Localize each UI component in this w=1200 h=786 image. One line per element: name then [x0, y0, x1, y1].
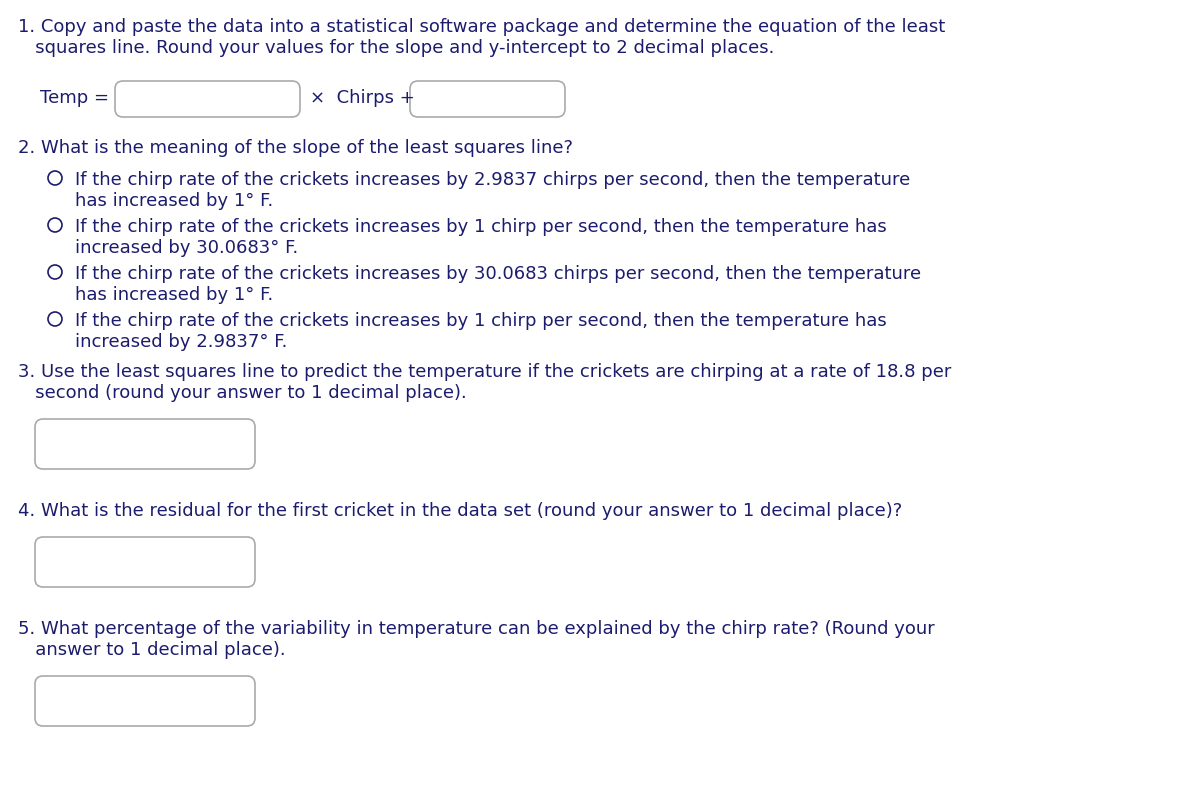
Text: Temp =: Temp = — [40, 89, 109, 107]
Text: 1. Copy and paste the data into a statistical software package and determine the: 1. Copy and paste the data into a statis… — [18, 18, 946, 36]
Text: 2. What is the meaning of the slope of the least squares line?: 2. What is the meaning of the slope of t… — [18, 139, 574, 157]
Text: If the chirp rate of the crickets increases by 2.9837 chirps per second, then th: If the chirp rate of the crickets increa… — [74, 171, 911, 189]
Text: ×  Chirps +: × Chirps + — [310, 89, 415, 107]
FancyBboxPatch shape — [410, 81, 565, 117]
Text: answer to 1 decimal place).: answer to 1 decimal place). — [18, 641, 286, 659]
FancyBboxPatch shape — [35, 419, 256, 469]
Text: If the chirp rate of the crickets increases by 30.0683 chirps per second, then t: If the chirp rate of the crickets increa… — [74, 265, 922, 283]
FancyBboxPatch shape — [35, 676, 256, 726]
Text: 5. What percentage of the variability in temperature can be explained by the chi: 5. What percentage of the variability in… — [18, 620, 935, 638]
Text: increased by 2.9837° F.: increased by 2.9837° F. — [74, 333, 287, 351]
Text: If the chirp rate of the crickets increases by 1 chirp per second, then the temp: If the chirp rate of the crickets increa… — [74, 218, 887, 236]
Text: second (round your answer to 1 decimal place).: second (round your answer to 1 decimal p… — [18, 384, 467, 402]
Text: has increased by 1° F.: has increased by 1° F. — [74, 286, 274, 304]
FancyBboxPatch shape — [35, 537, 256, 587]
Text: If the chirp rate of the crickets increases by 1 chirp per second, then the temp: If the chirp rate of the crickets increa… — [74, 312, 887, 330]
Text: 3. Use the least squares line to predict the temperature if the crickets are chi: 3. Use the least squares line to predict… — [18, 363, 952, 381]
Text: squares line. Round your values for the slope and y-intercept to 2 decimal place: squares line. Round your values for the … — [18, 39, 774, 57]
Text: 4. What is the residual for the first cricket in the data set (round your answer: 4. What is the residual for the first cr… — [18, 502, 902, 520]
FancyBboxPatch shape — [115, 81, 300, 117]
Text: has increased by 1° F.: has increased by 1° F. — [74, 192, 274, 210]
Text: increased by 30.0683° F.: increased by 30.0683° F. — [74, 239, 299, 257]
